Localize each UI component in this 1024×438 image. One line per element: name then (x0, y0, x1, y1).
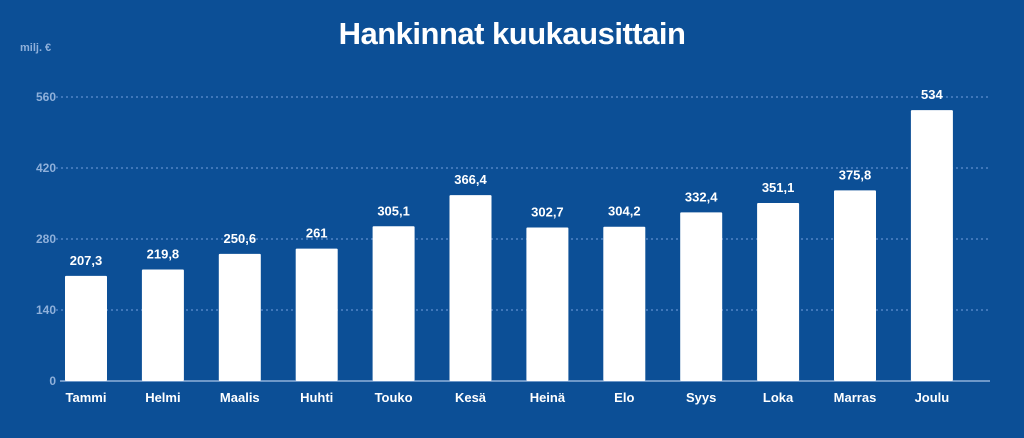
x-tick-label: Kesä (455, 390, 487, 405)
x-tick-label: Marras (834, 390, 877, 405)
bar (141, 269, 184, 381)
bar-value-label: 332,4 (685, 189, 718, 204)
bar (910, 110, 953, 381)
bar-value-label: 250,6 (224, 231, 257, 246)
bar (372, 226, 415, 381)
bar (295, 248, 338, 381)
bar-value-label: 219,8 (147, 247, 180, 262)
y-tick-label: 420 (36, 161, 56, 175)
bar (526, 227, 569, 381)
y-tick-label: 140 (36, 303, 56, 317)
bar-value-label: 534 (921, 87, 943, 102)
bar-value-label: 375,8 (839, 167, 872, 182)
bar (680, 212, 723, 381)
bar-value-label: 261 (306, 226, 328, 241)
bar (65, 275, 107, 381)
x-tick-label: Joulu (915, 390, 950, 405)
x-tick-label: Huhti (300, 390, 333, 405)
bar (603, 226, 646, 381)
bar-value-label: 366,4 (454, 172, 487, 187)
chart-title: Hankinnat kuukausittain (338, 16, 686, 51)
x-tick-label: Loka (763, 390, 794, 405)
bar-value-label: 304,2 (608, 204, 641, 219)
bar (834, 190, 876, 381)
bar (757, 202, 800, 381)
x-tick-label: Touko (375, 390, 413, 405)
x-tick-label: Heinä (530, 390, 566, 405)
x-tick-label: Helmi (145, 390, 180, 405)
bar-value-label: 305,1 (377, 203, 410, 218)
bar-value-label: 302,7 (531, 204, 564, 219)
y-tick-label: 560 (36, 90, 56, 104)
x-tick-label: Elo (614, 390, 634, 405)
x-tick-label: Tammi (66, 390, 107, 405)
y-axis-unit-label: milj. € (20, 42, 52, 54)
bar (449, 195, 492, 381)
y-tick-label: 280 (36, 232, 56, 246)
bar (218, 253, 261, 381)
y-tick-label: 0 (49, 374, 56, 388)
bar-value-label: 351,1 (762, 180, 795, 195)
bar-value-label: 207,3 (70, 253, 103, 268)
x-tick-label: Maalis (220, 390, 260, 405)
x-tick-label: Syys (686, 390, 716, 405)
